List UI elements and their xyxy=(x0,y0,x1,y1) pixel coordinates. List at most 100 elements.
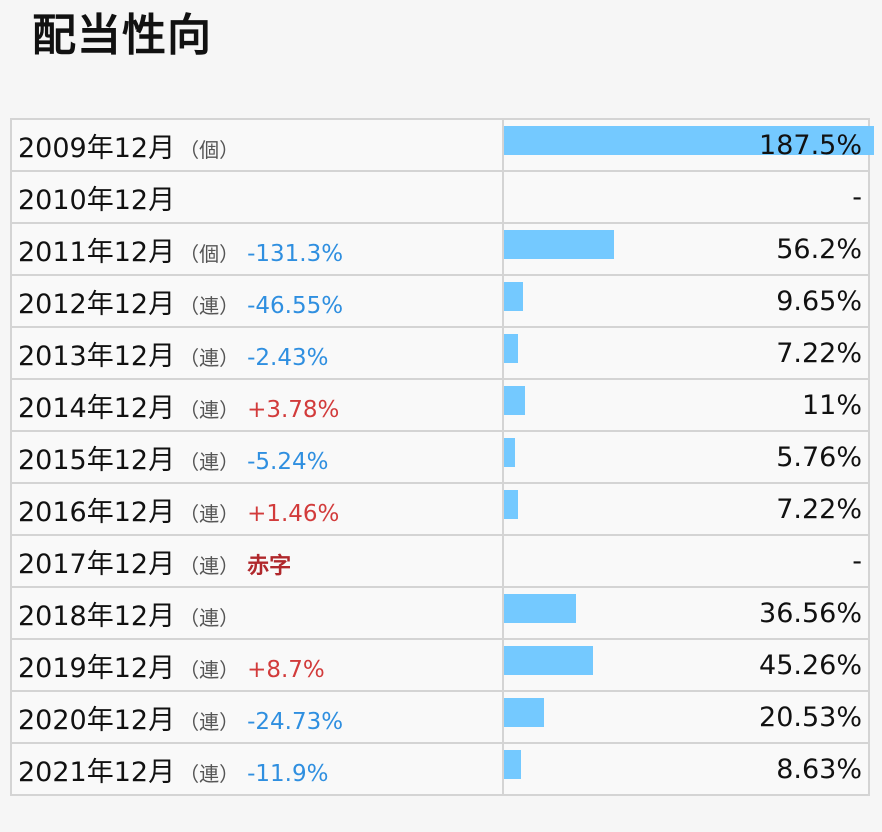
payout-value-label: 5.76% xyxy=(776,442,862,473)
table-row: 2016年12月 （連） +1.46% 7.22% xyxy=(10,482,871,536)
payout-bar xyxy=(503,490,518,519)
period-label: 2017年12月 xyxy=(18,548,176,580)
value-cell: 187.5% xyxy=(501,118,874,172)
period-label: 2009年12月 xyxy=(18,132,176,164)
period-cell: 2014年12月 （連） +3.78% xyxy=(10,378,504,432)
payout-ratio-table: 2009年12月 （個） 187.5% 2010年12月 -2011年12月 （個） -13… xyxy=(10,118,874,796)
statement-type-label: （連） xyxy=(179,501,240,526)
period-label: 2020年12月 xyxy=(18,704,176,736)
change-label: -2.43% xyxy=(247,344,329,371)
payout-bar xyxy=(503,334,518,363)
table-row: 2021年12月 （連） -11.9% 8.63% xyxy=(10,742,871,796)
payout-bar xyxy=(503,386,526,415)
value-cell: 36.56% xyxy=(501,586,871,640)
period-label: 2012年12月 xyxy=(18,288,176,320)
period-cell: 2011年12月 （個） -131.3% xyxy=(10,222,504,276)
payout-value-label: 7.22% xyxy=(776,494,862,525)
period-cell: 2020年12月 （連） -24.73% xyxy=(10,690,504,744)
payout-bar xyxy=(503,646,593,675)
payout-value-label: 20.53% xyxy=(759,702,862,733)
period-cell: 2019年12月 （連） +8.7% xyxy=(10,638,504,692)
payout-value-label: - xyxy=(852,182,862,213)
value-cell: 45.26% xyxy=(501,638,871,692)
change-label: +8.7% xyxy=(247,656,325,683)
change-label: 赤字 xyxy=(247,553,292,579)
table-row: 2012年12月 （連） -46.55% 9.65% xyxy=(10,274,871,328)
table-row: 2013年12月 （連） -2.43% 7.22% xyxy=(10,326,871,380)
value-cell: 11% xyxy=(501,378,871,432)
change-label: +3.78% xyxy=(247,396,340,423)
payout-bar xyxy=(503,750,521,779)
period-label: 2013年12月 xyxy=(18,340,176,372)
period-cell: 2010年12月 xyxy=(10,170,504,224)
payout-value-label: 11% xyxy=(801,390,862,421)
change-label: -5.24% xyxy=(247,448,329,475)
period-label: 2018年12月 xyxy=(18,600,176,632)
value-cell: 7.22% xyxy=(501,482,871,536)
period-cell: 2018年12月 （連） xyxy=(10,586,504,640)
period-cell: 2017年12月 （連） 赤字 xyxy=(10,534,504,588)
change-label: +1.46% xyxy=(247,500,340,527)
payout-value-label: 187.5% xyxy=(759,130,862,161)
statement-type-label: （連） xyxy=(179,449,240,474)
period-cell: 2012年12月 （連） -46.55% xyxy=(10,274,504,328)
period-label: 2014年12月 xyxy=(18,392,176,424)
period-cell: 2021年12月 （連） -11.9% xyxy=(10,742,504,796)
payout-value-label: 7.22% xyxy=(776,338,862,369)
value-cell: 20.53% xyxy=(501,690,871,744)
statement-type-label: （個） xyxy=(179,241,240,266)
change-label: -131.3% xyxy=(247,240,344,267)
payout-value-label: 8.63% xyxy=(776,754,862,785)
period-label: 2010年12月 xyxy=(18,184,176,216)
payout-bar xyxy=(503,438,515,467)
page-title: 配当性向 xyxy=(32,10,212,61)
table-row: 2010年12月 - xyxy=(10,170,871,224)
statement-type-label: （個） xyxy=(179,137,240,162)
period-cell: 2013年12月 （連） -2.43% xyxy=(10,326,504,380)
value-cell: - xyxy=(501,534,871,588)
period-label: 2015年12月 xyxy=(18,444,176,476)
change-label: -46.55% xyxy=(247,292,344,319)
value-cell: 9.65% xyxy=(501,274,871,328)
table-row: 2017年12月 （連） 赤字 - xyxy=(10,534,871,588)
period-cell: 2009年12月 （個） xyxy=(10,118,504,172)
payout-bar xyxy=(503,594,576,623)
table-row: 2011年12月 （個） -131.3% 56.2% xyxy=(10,222,871,276)
payout-bar xyxy=(503,230,615,259)
statement-type-label: （連） xyxy=(179,345,240,370)
table-row: 2020年12月 （連） -24.73% 20.53% xyxy=(10,690,871,744)
payout-bar xyxy=(503,126,874,155)
table-row: 2018年12月 （連） 36.56% xyxy=(10,586,871,640)
statement-type-label: （連） xyxy=(179,761,240,786)
statement-type-label: （連） xyxy=(179,605,240,630)
table-row: 2015年12月 （連） -5.24% 5.76% xyxy=(10,430,871,484)
statement-type-label: （連） xyxy=(179,709,240,734)
period-cell: 2015年12月 （連） -5.24% xyxy=(10,430,504,484)
value-cell: 56.2% xyxy=(501,222,871,276)
payout-bar xyxy=(503,698,545,727)
table-row: 2019年12月 （連） +8.7% 45.26% xyxy=(10,638,871,692)
payout-value-label: - xyxy=(852,546,862,577)
payout-bar xyxy=(503,282,523,311)
value-cell: 7.22% xyxy=(501,326,871,380)
payout-value-label: 45.26% xyxy=(759,650,862,681)
value-cell: 8.63% xyxy=(501,742,871,796)
statement-type-label: （連） xyxy=(179,657,240,682)
statement-type-label: （連） xyxy=(179,293,240,318)
period-label: 2011年12月 xyxy=(18,236,176,268)
period-cell: 2016年12月 （連） +1.46% xyxy=(10,482,504,536)
payout-value-label: 9.65% xyxy=(776,286,862,317)
period-label: 2016年12月 xyxy=(18,496,176,528)
change-label: -24.73% xyxy=(247,708,344,735)
payout-ratio-rows: 2009年12月 （個） 187.5% 2010年12月 -2011年12月 （個） -13… xyxy=(10,118,874,796)
table-row: 2009年12月 （個） 187.5% xyxy=(10,118,874,172)
payout-value-label: 36.56% xyxy=(759,598,862,629)
period-label: 2019年12月 xyxy=(18,652,176,684)
statement-type-label: （連） xyxy=(179,553,240,578)
statement-type-label: （連） xyxy=(179,397,240,422)
period-label: 2021年12月 xyxy=(18,756,176,788)
table-row: 2014年12月 （連） +3.78% 11% xyxy=(10,378,871,432)
value-cell: - xyxy=(501,170,871,224)
value-cell: 5.76% xyxy=(501,430,871,484)
payout-value-label: 56.2% xyxy=(776,234,862,265)
